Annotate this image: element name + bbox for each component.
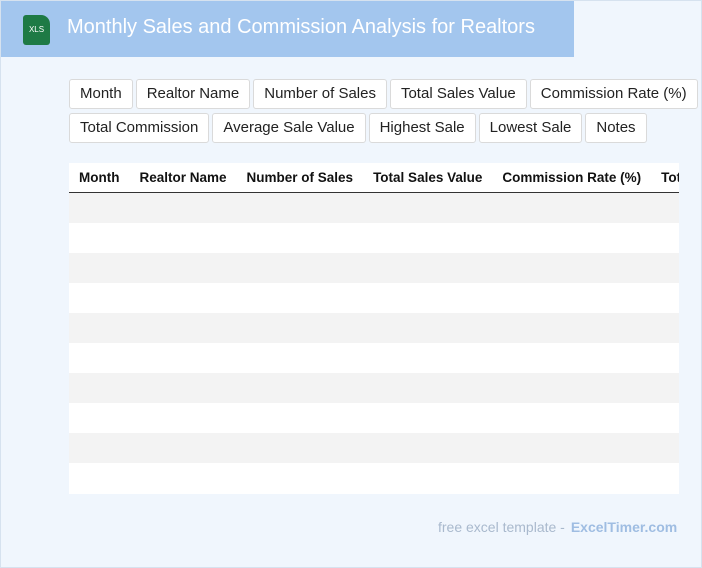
- header-band: XLS Monthly Sales and Commission Analysi…: [1, 1, 574, 57]
- column-header: Total Sales Value: [373, 170, 483, 185]
- column-header: Number of Sales: [246, 170, 354, 185]
- table-row: [69, 343, 679, 373]
- table-row: [69, 403, 679, 433]
- page-title: Monthly Sales and Commission Analysis fo…: [67, 16, 535, 38]
- field-chip[interactable]: Highest Sale: [368, 113, 476, 143]
- table-row: [69, 373, 679, 403]
- field-list: Month Realtor Name Number of Sales Total Sa…: [69, 79, 699, 143]
- table-row: [69, 283, 679, 313]
- field-chip[interactable]: Average Sale Value: [212, 113, 366, 143]
- field-chip[interactable]: Realtor Name: [135, 79, 251, 109]
- table-row: [69, 433, 679, 463]
- table-row: [69, 223, 679, 253]
- field-chip[interactable]: Number of Sales: [253, 79, 387, 109]
- table: Month Realtor Name Number of Sales Total Sa…: [69, 163, 679, 494]
- field-chip[interactable]: Total Sales Value: [389, 79, 527, 109]
- column-header: Commission Rate (%): [502, 170, 642, 185]
- table-row: [69, 463, 679, 493]
- file-icon: XLS: [23, 15, 50, 45]
- footer-link[interactable]: ExcelTimer.com: [570, 519, 678, 535]
- field-chip[interactable]: Total Commission: [69, 113, 210, 143]
- column-header: Realtor Name: [139, 170, 227, 185]
- footer-text: free excel template -: [438, 519, 565, 535]
- table-row: [69, 313, 679, 343]
- field-chip[interactable]: Month: [69, 79, 133, 109]
- field-chip[interactable]: Commission Rate (%): [529, 79, 698, 109]
- column-header: Total Commission: [661, 170, 679, 185]
- table-body: [69, 193, 679, 493]
- footer: free excel template - ExcelTimer.com: [438, 519, 677, 535]
- column-header: Month: [79, 170, 120, 185]
- field-chip[interactable]: Lowest Sale: [478, 113, 583, 143]
- field-chip[interactable]: Notes: [585, 113, 647, 143]
- table-row: [69, 193, 679, 223]
- table-row: [69, 253, 679, 283]
- table-header: Month Realtor Name Number of Sales Total Sa…: [69, 163, 679, 193]
